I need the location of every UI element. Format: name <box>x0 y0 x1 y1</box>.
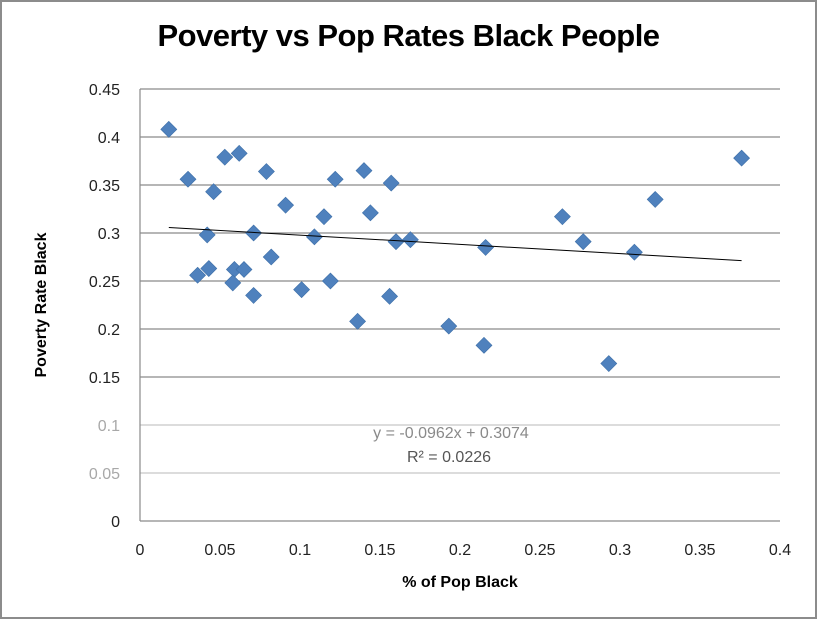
data-point <box>401 231 419 249</box>
data-point <box>235 261 253 278</box>
y-tick-label: 0 <box>111 514 120 531</box>
data-point <box>262 248 280 266</box>
y-tick-label: 0.35 <box>89 178 120 195</box>
data-point <box>349 312 367 330</box>
y-tick-label: 0.15 <box>89 370 120 387</box>
data-point <box>733 149 751 167</box>
data-point <box>305 228 323 246</box>
y-tick-label: 0.45 <box>89 82 120 99</box>
trendline-equation: y = -0.0962x + 0.3074 <box>373 425 529 442</box>
x-tick-label: 0.15 <box>364 542 395 559</box>
data-point <box>387 233 405 251</box>
data-point <box>326 170 344 188</box>
data-point <box>257 163 275 180</box>
data-point <box>381 287 399 305</box>
x-tick-label: 0.25 <box>524 542 555 559</box>
x-tick-label: 0.3 <box>609 542 631 559</box>
data-point <box>277 196 295 214</box>
y-axis-ticks: 0 0.05 0.1 0.15 0.2 0.25 0.3 0.35 0.4 0.45 <box>89 82 120 531</box>
y-tick-label: 0.3 <box>98 226 120 243</box>
data-point <box>600 355 618 372</box>
x-tick-label: 0.2 <box>449 542 471 559</box>
data-point <box>574 233 592 251</box>
data-point <box>245 224 263 242</box>
trendline <box>168 227 742 262</box>
data-point <box>198 226 216 244</box>
data-point <box>293 281 311 299</box>
data-point <box>625 243 643 261</box>
y-tick-label: 0.2 <box>98 322 120 339</box>
data-point <box>361 204 379 222</box>
data-point <box>200 260 218 277</box>
data-point <box>216 148 234 166</box>
x-tick-label: 0 <box>136 542 145 559</box>
y-tick-label: 0.25 <box>89 274 120 291</box>
data-point <box>355 162 373 180</box>
data-point <box>321 272 339 290</box>
data-point <box>315 208 333 226</box>
y-tick-label: 0.4 <box>98 130 120 147</box>
chart-title: Poverty vs Pop Rates Black People <box>157 18 660 53</box>
x-axis-title: % of Pop Black <box>402 574 518 591</box>
data-point <box>179 170 197 188</box>
y-tick-label: 0.05 <box>89 466 120 483</box>
data-point <box>245 286 263 304</box>
y-axis-title: Poverty Rate Black <box>33 232 50 377</box>
x-tick-label: 0.35 <box>684 542 715 559</box>
y-tick-label: 0.1 <box>98 418 120 435</box>
data-point <box>189 266 207 284</box>
x-axis-ticks: 0 0.05 0.1 0.15 0.2 0.25 0.3 0.35 0.4 <box>136 542 792 559</box>
data-point <box>477 238 495 256</box>
data-point <box>553 208 571 226</box>
data-point <box>205 183 223 201</box>
x-tick-label: 0.4 <box>769 542 791 559</box>
data-point <box>382 174 400 192</box>
x-tick-label: 0.1 <box>289 542 311 559</box>
data-point <box>230 144 248 162</box>
data-point <box>224 274 242 292</box>
data-point <box>475 336 493 354</box>
data-points <box>160 120 751 372</box>
data-point <box>160 120 178 138</box>
data-point <box>440 317 458 335</box>
trendline-r-squared: R² = 0.0226 <box>407 449 491 466</box>
data-point <box>646 190 664 208</box>
x-tick-label: 0.05 <box>204 542 235 559</box>
